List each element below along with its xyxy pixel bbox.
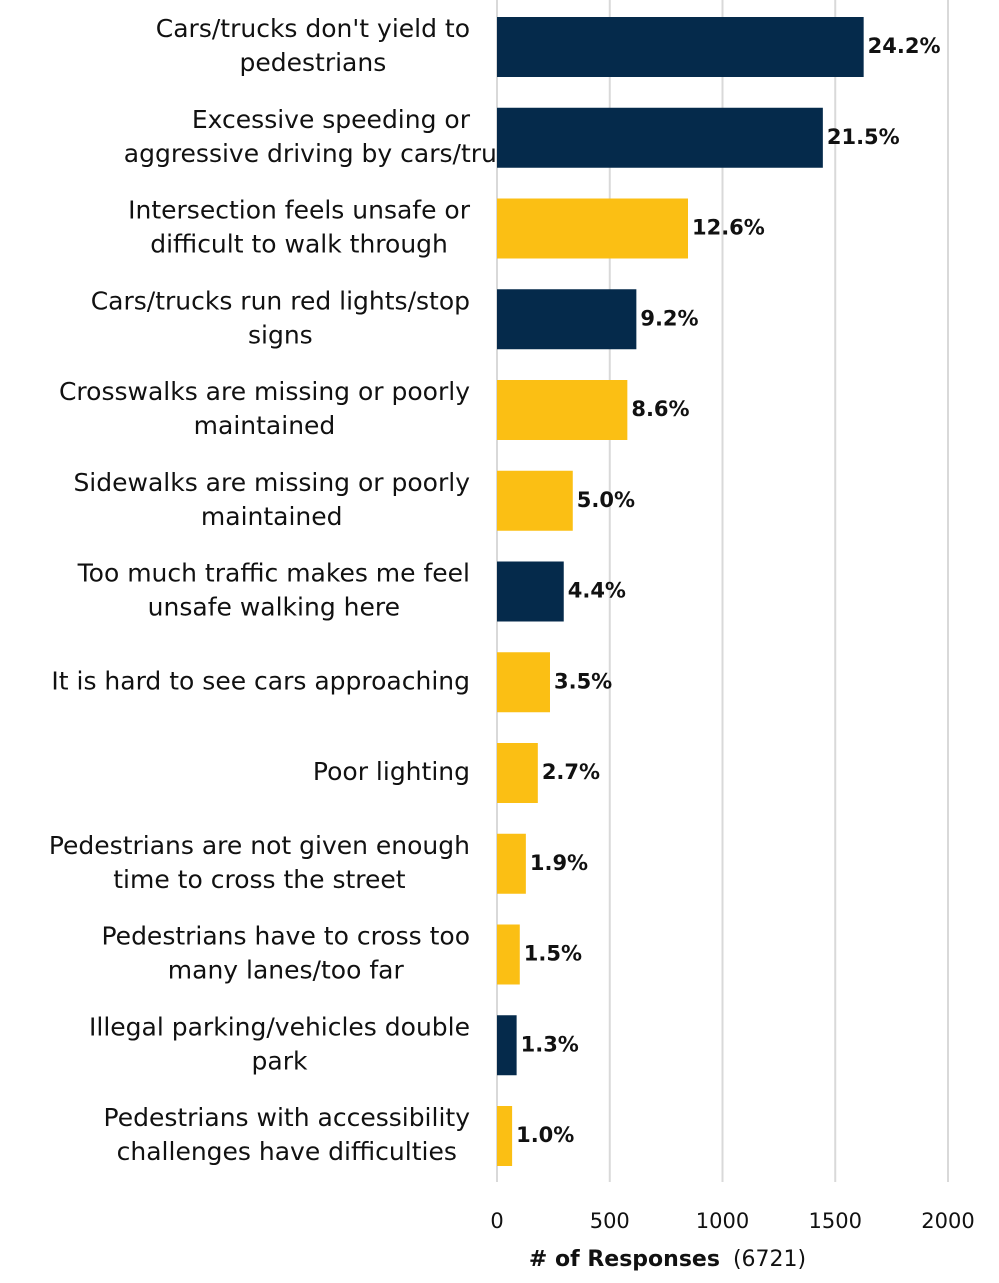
- y-tick-label: Sidewalks are missing or poorly maintaine…: [73, 468, 470, 531]
- y-tick-label: Cars/trucks run red lights/stop signs: [91, 286, 470, 349]
- x-tick-label: 2000: [921, 1209, 974, 1233]
- bar: [497, 17, 864, 77]
- bar: [497, 924, 520, 985]
- value-label: 3.5%: [554, 669, 612, 693]
- value-label: 5.0%: [577, 488, 635, 512]
- x-axis-label: # of Responses (6721): [529, 1247, 806, 1272]
- bar: [497, 107, 823, 168]
- y-tick-label: Illegal parking/vehicles double park: [89, 1012, 470, 1075]
- y-tick-label: Intersection feels unsafe or difficult to…: [128, 196, 471, 259]
- y-tick-label: Pedestrians are not given enough time to …: [49, 831, 470, 894]
- y-tick-label: Crosswalks are missing or poorly maintain…: [59, 377, 470, 440]
- value-label: 8.6%: [631, 397, 689, 421]
- bar: [497, 652, 550, 713]
- y-tick-label: It is hard to see cars approaching: [51, 666, 470, 695]
- bar: [497, 1106, 513, 1166]
- bar: [497, 289, 637, 350]
- value-label: 9.2%: [640, 306, 698, 330]
- y-tick-label: Pedestrians have to cross too many lanes/…: [102, 922, 471, 985]
- bar: [497, 470, 573, 531]
- bar: [497, 833, 526, 894]
- y-tick-label: Poor lighting: [313, 757, 470, 786]
- x-tick-label: 1000: [696, 1209, 749, 1233]
- value-label: 2.7%: [542, 760, 600, 784]
- x-axis-note: (6721): [733, 1247, 806, 1272]
- y-tick-label: Excessive speeding or aggressive driving …: [124, 105, 538, 168]
- y-tick-label: Too much traffic makes me feel unsafe wal…: [77, 559, 470, 622]
- x-axis-title: # of Responses: [529, 1247, 720, 1272]
- y-tick-label: Cars/trucks don't yield to pedestrians: [156, 14, 470, 77]
- x-tick-label: 0: [490, 1209, 503, 1233]
- value-label: 4.4%: [568, 579, 626, 603]
- bar: [497, 743, 538, 803]
- value-label: 12.6%: [692, 216, 765, 240]
- y-tick-label: Pedestrians with accessibility challenges…: [104, 1103, 471, 1166]
- value-label: 21.5%: [827, 125, 900, 149]
- bar: [497, 561, 564, 622]
- value-label: 1.9%: [530, 851, 588, 875]
- value-label: 1.0%: [516, 1123, 574, 1147]
- value-label: 1.3%: [521, 1032, 579, 1056]
- bar: [497, 1015, 517, 1076]
- value-label: 24.2%: [868, 34, 941, 58]
- x-tick-label: 500: [590, 1209, 630, 1233]
- value-label: 1.5%: [524, 942, 582, 966]
- bar: [497, 198, 688, 259]
- bar: [497, 380, 628, 440]
- x-tick-label: 1500: [809, 1209, 862, 1233]
